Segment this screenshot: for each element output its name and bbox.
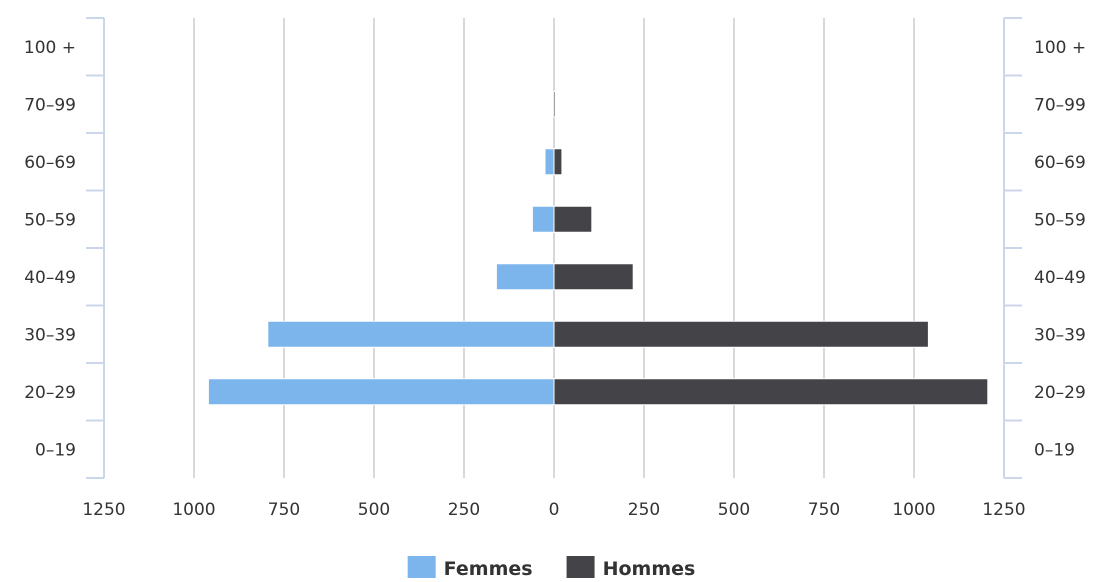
x-tick-label: 250 [628, 500, 660, 520]
category-label-right: 100 + [1034, 38, 1086, 58]
category-label-right: 20–29 [1034, 383, 1086, 403]
bar-hommes-6[interactable] [553, 378, 989, 406]
legend-label: Hommes [603, 558, 696, 580]
tick-labels: 100 + 100 + 70–99 70–99 60–69 60–69 50–59 50–59… [24, 38, 1086, 520]
bar-femmes-2[interactable] [544, 148, 555, 176]
category-label-left: 50–59 [24, 210, 76, 230]
bar-femmes-5[interactable] [267, 320, 555, 348]
category-label-left: 60–69 [24, 153, 76, 173]
bar-femmes-4[interactable] [495, 263, 555, 291]
legend: Femmes Hommes [407, 556, 696, 580]
x-tick-label: 500 [718, 500, 750, 520]
x-tick-label: 1250 [82, 500, 125, 520]
bar-hommes-4[interactable] [553, 263, 634, 291]
category-label-left: 70–99 [24, 95, 76, 115]
category-label-right: 30–39 [1034, 325, 1086, 345]
bar-hommes-3[interactable] [553, 205, 593, 233]
bar-hommes-1[interactable] [553, 90, 556, 118]
x-tick-label: 1000 [172, 500, 215, 520]
x-tick-label: 1250 [982, 500, 1025, 520]
category-label-right: 50–59 [1034, 210, 1086, 230]
category-label-left: 40–49 [24, 268, 76, 288]
x-tick-label: 0 [549, 500, 560, 520]
category-label-left: 0–19 [35, 440, 76, 460]
category-label-right: 0–19 [1034, 440, 1075, 460]
category-label-right: 60–69 [1034, 153, 1086, 173]
bars [207, 90, 989, 406]
category-label-right: 70–99 [1034, 95, 1086, 115]
x-tick-label: 500 [358, 500, 390, 520]
legend-swatch [407, 556, 436, 578]
category-label-left: 100 + [24, 38, 76, 58]
x-tick-label: 1000 [892, 500, 935, 520]
category-label-right: 40–49 [1034, 268, 1086, 288]
bar-hommes-5[interactable] [553, 320, 929, 348]
bar-femmes-6[interactable] [207, 378, 555, 406]
grid-lines [193, 18, 915, 478]
x-tick-label: 250 [448, 500, 480, 520]
x-tick-label: 750 [268, 500, 300, 520]
legend-item-femmes[interactable]: Femmes [407, 556, 533, 580]
category-axes [86, 17, 1022, 479]
legend-swatch [566, 556, 595, 578]
legend-item-hommes[interactable]: Hommes [566, 556, 696, 580]
legend-label: Femmes [444, 558, 533, 580]
bar-hommes-2[interactable] [553, 148, 563, 176]
x-tick-label: 750 [808, 500, 840, 520]
category-label-left: 30–39 [24, 325, 76, 345]
category-label-left: 20–29 [24, 383, 76, 403]
bar-femmes-3[interactable] [531, 205, 555, 233]
